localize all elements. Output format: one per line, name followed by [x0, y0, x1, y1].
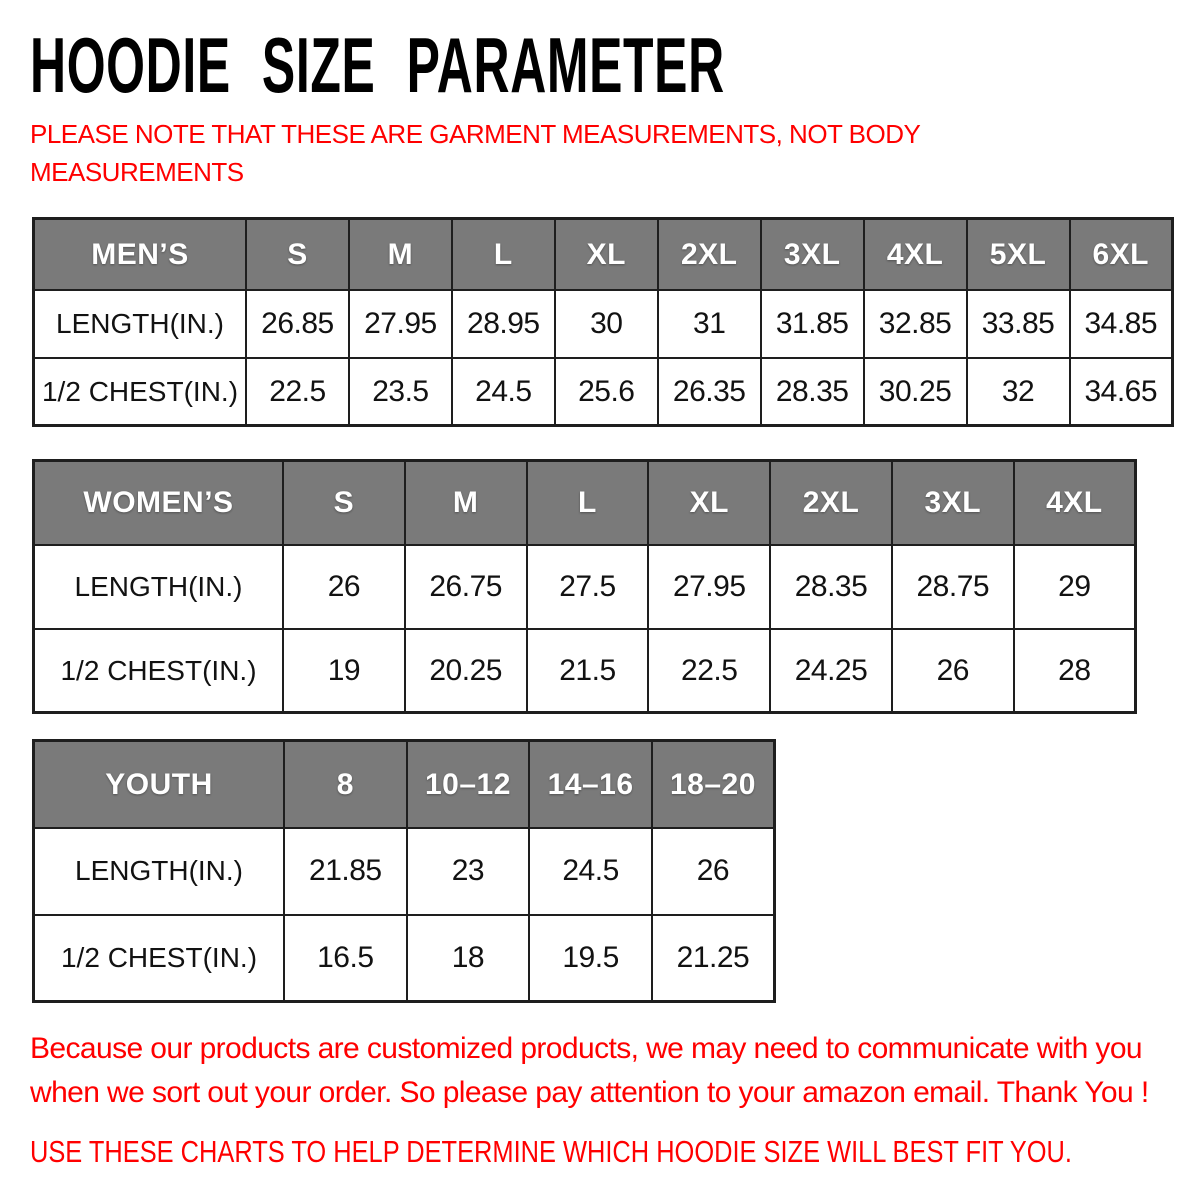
youth-measurement-row: LENGTH(IN.) 21.85 23 24.5 26 [32, 826, 776, 916]
mens-measurement-value: 31.85 [759, 288, 865, 359]
mens-size-column-header: S [245, 217, 350, 291]
page-title: HOODIE SIZE PARAMETER [30, 26, 1200, 104]
mens-measurement-value: 24.5 [450, 356, 556, 427]
womens-measurement-value: 22.5 [647, 627, 772, 714]
womens-measurement-row: 1/2 CHEST(IN.) 19 20.25 21.5 22.5 24.25 26 28 [32, 627, 1137, 714]
womens-measurement-value: 28 [1012, 627, 1137, 714]
mens-measurement-value: 33.85 [965, 288, 1071, 359]
womens-measurement-value: 19 [282, 627, 406, 714]
womens-size-column-header: M [403, 459, 528, 546]
mens-measurement-value: 28.95 [450, 288, 556, 359]
youth-row-label: LENGTH(IN.) [32, 826, 285, 916]
garment-measurement-note: PLEASE NOTE THAT THESE ARE GARMENT MEASU… [30, 119, 920, 187]
youth-size-column-header: 8 [283, 739, 408, 829]
youth-row-label: 1/2 CHEST(IN.) [32, 913, 285, 1003]
womens-size-column-header: L [525, 459, 650, 546]
womens-measurement-value: 26.75 [403, 543, 528, 630]
womens-row-label: 1/2 CHEST(IN.) [32, 627, 284, 714]
womens-size-column-header: XL [647, 459, 772, 546]
mens-measurement-value: 31 [656, 288, 762, 359]
youth-measurement-value: 21.25 [650, 913, 776, 1003]
mens-measurement-value: 22.5 [245, 356, 350, 427]
womens-size-table: WOMEN’S S M L XL 2XL 3XL 4XL LENGTH(IN.) 26 26.75 2… [32, 459, 1137, 715]
mens-table-title: MEN’S [32, 217, 247, 291]
mens-measurement-value: 32 [965, 356, 1071, 427]
mens-size-table: MEN’S S M L XL 2XL 3XL 4XL 5XL 6XL LENGTH(IN.) 26.8… [32, 217, 1174, 428]
womens-measurement-value: 26 [890, 627, 1015, 714]
womens-measurement-value: 27.5 [525, 543, 650, 630]
mens-size-column-header: XL [553, 217, 659, 291]
mens-measurement-value: 27.95 [347, 288, 453, 359]
womens-size-column-header: 3XL [890, 459, 1015, 546]
mens-measurement-row: LENGTH(IN.) 26.85 27.95 28.95 30 31 31.85 32.85… [32, 288, 1174, 359]
womens-size-column-header: 4XL [1012, 459, 1137, 546]
youth-measurement-value: 21.85 [283, 826, 408, 916]
mens-measurement-value: 26.85 [245, 288, 350, 359]
mens-header-row: MEN’S S M L XL 2XL 3XL 4XL 5XL 6XL [32, 217, 1174, 291]
youth-measurement-value: 23 [405, 826, 531, 916]
mens-row-label: LENGTH(IN.) [32, 288, 247, 359]
youth-size-column-header: 18–20 [650, 739, 776, 829]
youth-measurement-value: 26 [650, 826, 776, 916]
mens-measurement-value: 28.35 [759, 356, 865, 427]
mens-measurement-value: 23.5 [347, 356, 453, 427]
youth-table-title: YOUTH [32, 739, 285, 829]
womens-measurement-value: 24.25 [769, 627, 893, 714]
womens-measurement-value: 21.5 [525, 627, 650, 714]
youth-header-row: YOUTH 8 10–12 14–16 18–20 [32, 739, 776, 829]
womens-header-row: WOMEN’S S M L XL 2XL 3XL 4XL [32, 459, 1137, 546]
womens-row-label: LENGTH(IN.) [32, 543, 284, 630]
mens-row-label: 1/2 CHEST(IN.) [32, 356, 247, 427]
womens-measurement-value: 28.75 [890, 543, 1015, 630]
mens-measurement-value: 32.85 [862, 288, 968, 359]
youth-size-table: YOUTH 8 10–12 14–16 18–20 LENGTH(IN.) 21.85 23 2… [32, 739, 776, 1004]
womens-measurement-value: 27.95 [647, 543, 772, 630]
mens-measurement-row: 1/2 CHEST(IN.) 22.5 23.5 24.5 25.6 26.35 28.35… [32, 356, 1174, 427]
mens-size-column-header: 4XL [862, 217, 968, 291]
page-title-text: HOODIE SIZE PARAMETER [30, 21, 725, 109]
womens-measurement-value: 20.25 [403, 627, 528, 714]
mens-measurement-value: 34.65 [1068, 356, 1174, 427]
youth-measurement-value: 24.5 [528, 826, 653, 916]
mens-measurement-value: 25.6 [553, 356, 659, 427]
youth-size-column-header: 10–12 [405, 739, 531, 829]
mens-measurement-value: 34.85 [1068, 288, 1174, 359]
mens-size-column-header: M [347, 217, 453, 291]
mens-size-column-header: 6XL [1068, 217, 1174, 291]
youth-measurement-value: 19.5 [528, 913, 653, 1003]
mens-size-column-header: L [450, 217, 556, 291]
youth-measurement-value: 18 [405, 913, 531, 1003]
womens-table-title: WOMEN’S [32, 459, 284, 546]
fit-advice: USE THESE CHARTS TO HELP DETERMINE WHICH… [30, 1134, 1200, 1174]
mens-size-column-header: 5XL [965, 217, 1071, 291]
youth-measurement-value: 16.5 [283, 913, 408, 1003]
mens-size-column-header: 2XL [656, 217, 762, 291]
womens-measurement-row: LENGTH(IN.) 26 26.75 27.5 27.95 28.35 28.75 29 [32, 543, 1137, 630]
womens-size-column-header: S [282, 459, 406, 546]
customization-notice: Because our products are customized prod… [30, 1032, 1149, 1109]
mens-size-column-header: 3XL [759, 217, 865, 291]
mens-measurement-value: 30.25 [862, 356, 968, 427]
womens-measurement-value: 26 [282, 543, 406, 630]
womens-measurement-value: 29 [1012, 543, 1137, 630]
mens-measurement-value: 30 [553, 288, 659, 359]
womens-size-column-header: 2XL [769, 459, 893, 546]
youth-measurement-row: 1/2 CHEST(IN.) 16.5 18 19.5 21.25 [32, 913, 776, 1003]
womens-measurement-value: 28.35 [769, 543, 893, 630]
fit-advice-text: USE THESE CHARTS TO HELP DETERMINE WHICH… [30, 1134, 1072, 1170]
mens-measurement-value: 26.35 [656, 356, 762, 427]
youth-size-column-header: 14–16 [528, 739, 653, 829]
